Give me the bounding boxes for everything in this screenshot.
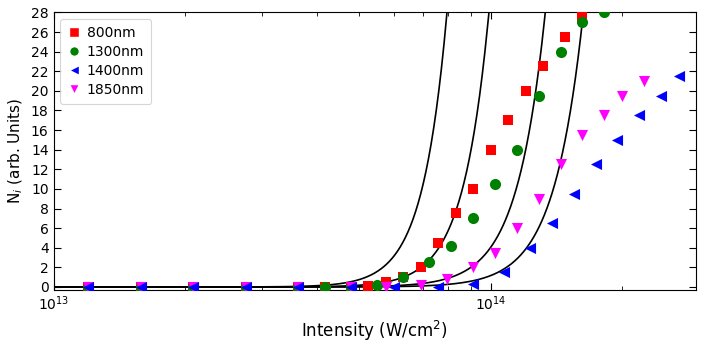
Point	[415, 282, 426, 288]
Point	[398, 274, 409, 280]
Point	[533, 196, 544, 202]
Point	[576, 15, 588, 20]
Point	[292, 284, 304, 290]
Point	[485, 147, 496, 153]
Point	[612, 137, 623, 143]
Point	[638, 78, 650, 84]
Point	[555, 162, 566, 167]
X-axis label: Intensity (W/cm$^2$): Intensity (W/cm$^2$)	[302, 319, 448, 343]
Point	[576, 132, 588, 138]
Point	[389, 284, 400, 290]
Point	[467, 265, 479, 270]
Point	[424, 260, 435, 265]
Point	[345, 284, 356, 290]
Point	[345, 284, 356, 290]
Point	[446, 243, 457, 248]
Point	[511, 147, 522, 153]
Point	[188, 284, 199, 290]
Point	[240, 284, 252, 290]
Point	[135, 284, 146, 290]
Point	[83, 284, 94, 290]
Point	[363, 283, 374, 289]
Point	[633, 113, 645, 118]
Point	[292, 284, 304, 290]
Y-axis label: N$_i$ (arb. Units): N$_i$ (arb. Units)	[7, 98, 25, 204]
Point	[524, 245, 536, 251]
Point	[655, 93, 666, 99]
Point	[240, 284, 252, 290]
Point	[319, 284, 330, 290]
Point	[489, 181, 501, 187]
Point	[380, 279, 392, 285]
Point	[533, 93, 544, 99]
Point	[83, 284, 94, 290]
Point	[441, 276, 453, 282]
Point	[345, 284, 356, 290]
Point	[380, 284, 392, 290]
Point	[83, 284, 94, 290]
Point	[240, 284, 252, 290]
Point	[590, 162, 601, 167]
Point	[503, 118, 514, 123]
Point	[467, 186, 479, 192]
Point	[576, 20, 588, 25]
Point	[538, 64, 549, 69]
Point	[467, 281, 479, 287]
Point	[432, 240, 444, 246]
Point	[415, 265, 426, 270]
Point	[560, 34, 571, 40]
Point	[568, 191, 579, 197]
Legend: 800nm, 1300nm, 1400nm, 1850nm: 800nm, 1300nm, 1400nm, 1850nm	[60, 19, 151, 104]
Point	[555, 49, 566, 55]
Point	[240, 284, 252, 290]
Point	[135, 284, 146, 290]
Point	[135, 284, 146, 290]
Point	[292, 284, 304, 290]
Point	[188, 284, 199, 290]
Point	[135, 284, 146, 290]
Point	[546, 220, 557, 226]
Point	[188, 284, 199, 290]
Point	[292, 284, 304, 290]
Point	[599, 113, 610, 118]
Point	[498, 270, 510, 275]
Point	[489, 250, 501, 255]
Point	[616, 93, 627, 99]
Point	[432, 284, 444, 290]
Point	[398, 274, 409, 280]
Point	[467, 216, 479, 221]
Point	[345, 284, 356, 290]
Point	[450, 211, 461, 216]
Point	[319, 284, 330, 290]
Point	[673, 74, 684, 79]
Point	[599, 10, 610, 15]
Point	[188, 284, 199, 290]
Point	[371, 282, 382, 288]
Point	[511, 225, 522, 231]
Point	[83, 284, 94, 290]
Point	[520, 88, 531, 94]
